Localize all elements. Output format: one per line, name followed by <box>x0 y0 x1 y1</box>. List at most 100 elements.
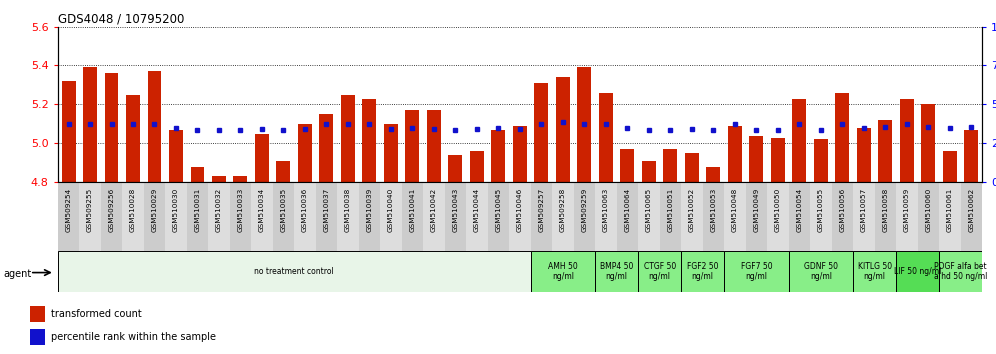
Bar <box>943 151 957 182</box>
Bar <box>681 182 702 251</box>
Text: GSM510062: GSM510062 <box>968 188 974 232</box>
Bar <box>30 306 45 321</box>
Bar <box>814 139 828 182</box>
Text: GSM510058: GSM510058 <box>882 188 888 232</box>
Bar <box>143 182 165 251</box>
Text: GSM510063: GSM510063 <box>603 188 609 232</box>
Text: GDNF 50
ng/ml: GDNF 50 ng/ml <box>804 262 838 281</box>
Text: GSM510032: GSM510032 <box>216 188 222 232</box>
Bar <box>341 95 355 182</box>
Bar <box>488 182 509 251</box>
Bar <box>578 68 592 182</box>
Bar <box>574 182 596 251</box>
Text: GSM509256: GSM509256 <box>109 188 115 232</box>
Bar <box>466 182 488 251</box>
Text: PDGF alfa bet
a hd 50 ng/ml: PDGF alfa bet a hd 50 ng/ml <box>934 262 987 281</box>
Bar <box>599 93 613 182</box>
Bar <box>169 130 183 182</box>
Text: GSM510050: GSM510050 <box>775 188 781 232</box>
Bar <box>126 95 140 182</box>
Bar <box>728 126 742 182</box>
Text: LIF 50 ng/ml: LIF 50 ng/ml <box>893 267 941 276</box>
Bar <box>294 182 316 251</box>
Bar <box>320 114 334 182</box>
Bar <box>638 182 659 251</box>
Bar <box>273 182 294 251</box>
Text: GSM510053: GSM510053 <box>710 188 716 232</box>
Bar <box>423 182 444 251</box>
Bar <box>663 149 677 182</box>
Bar <box>123 182 143 251</box>
Text: GSM509258: GSM509258 <box>560 188 566 232</box>
Text: GSM510031: GSM510031 <box>194 188 200 232</box>
Bar <box>491 130 505 182</box>
Bar <box>401 182 423 251</box>
Text: FGF2 50
ng/ml: FGF2 50 ng/ml <box>687 262 718 281</box>
Bar <box>810 182 832 251</box>
Bar <box>899 98 913 182</box>
Text: GSM509255: GSM509255 <box>87 188 93 232</box>
Bar <box>960 182 982 251</box>
Bar <box>83 68 97 182</box>
Bar <box>685 153 699 182</box>
Text: GSM510033: GSM510033 <box>237 188 243 232</box>
Text: GSM510039: GSM510039 <box>367 188 373 232</box>
Text: GSM510042: GSM510042 <box>431 188 437 232</box>
Text: GSM509257: GSM509257 <box>539 188 545 232</box>
Bar <box>832 182 854 251</box>
Bar <box>509 182 531 251</box>
Bar <box>681 251 724 292</box>
Bar <box>531 251 596 292</box>
Bar <box>230 182 251 251</box>
Bar <box>857 128 871 182</box>
Bar <box>190 167 204 182</box>
Bar <box>724 182 746 251</box>
Bar <box>939 251 982 292</box>
Bar <box>208 182 230 251</box>
Bar <box>255 134 269 182</box>
Text: GSM510038: GSM510038 <box>345 188 351 232</box>
Bar <box>383 124 398 182</box>
Text: GSM510045: GSM510045 <box>495 188 501 232</box>
Bar <box>338 182 359 251</box>
Text: CTGF 50
ng/ml: CTGF 50 ng/ml <box>643 262 675 281</box>
Text: GSM510059: GSM510059 <box>903 188 909 232</box>
Bar <box>621 149 634 182</box>
Bar <box>277 161 291 182</box>
Bar <box>552 182 574 251</box>
Text: KITLG 50
ng/ml: KITLG 50 ng/ml <box>858 262 891 281</box>
Text: GSM510041: GSM510041 <box>409 188 415 232</box>
Bar <box>147 72 161 182</box>
Bar <box>921 104 935 182</box>
Text: GSM510057: GSM510057 <box>861 188 867 232</box>
Text: GSM510046: GSM510046 <box>517 188 523 232</box>
Text: GSM509259: GSM509259 <box>582 188 588 232</box>
Text: GDS4048 / 10795200: GDS4048 / 10795200 <box>58 12 184 25</box>
Text: GSM510054: GSM510054 <box>797 188 803 232</box>
Bar <box>596 251 638 292</box>
Bar <box>706 167 720 182</box>
Bar <box>298 124 312 182</box>
Bar <box>405 110 419 182</box>
Text: GSM510055: GSM510055 <box>818 188 824 232</box>
Bar <box>30 329 45 345</box>
Bar <box>470 151 484 182</box>
Bar <box>556 77 570 182</box>
Bar <box>617 182 638 251</box>
Bar <box>101 182 123 251</box>
Text: GSM510044: GSM510044 <box>474 188 480 232</box>
Bar <box>212 177 226 182</box>
Text: percentile rank within the sample: percentile rank within the sample <box>51 332 216 342</box>
Text: GSM510048: GSM510048 <box>732 188 738 232</box>
Bar <box>854 182 874 251</box>
Bar <box>896 251 939 292</box>
Text: GSM510034: GSM510034 <box>259 188 265 232</box>
Bar <box>186 182 208 251</box>
Bar <box>896 182 917 251</box>
Text: GSM510061: GSM510061 <box>947 188 953 232</box>
Text: GSM510029: GSM510029 <box>151 188 157 232</box>
Bar <box>917 182 939 251</box>
Bar <box>105 73 119 182</box>
Bar <box>793 98 807 182</box>
Text: GSM510052: GSM510052 <box>689 188 695 232</box>
